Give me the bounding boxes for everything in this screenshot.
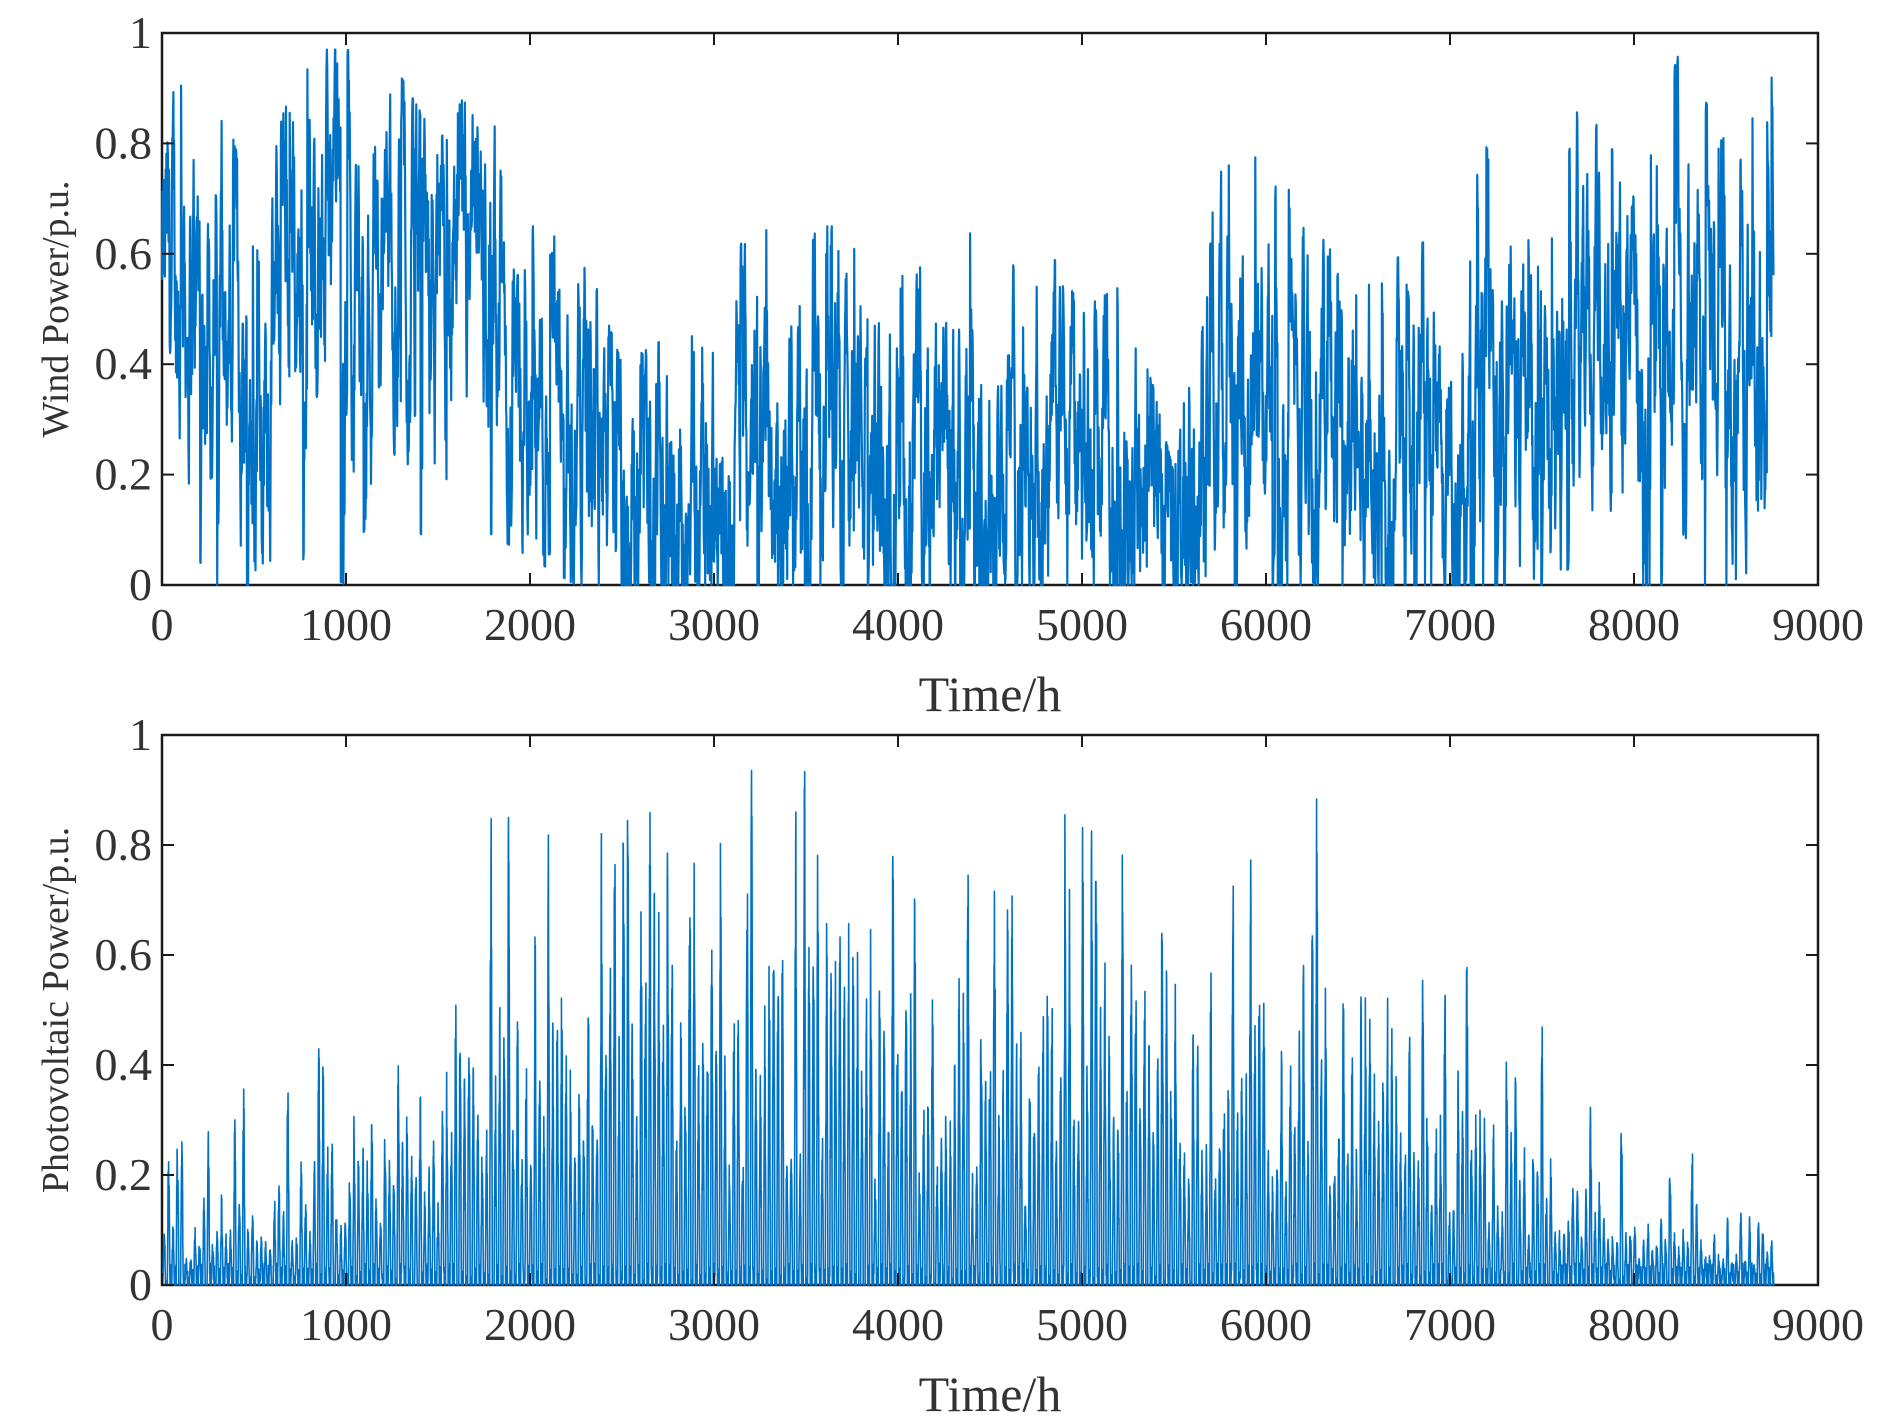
y-tick-label: 0.8 <box>95 117 153 168</box>
y-tick-label: 0 <box>129 1259 152 1310</box>
x-axis-title: Time/h <box>919 1366 1062 1422</box>
x-axis-title: Time/h <box>919 666 1062 722</box>
y-ticks: 0 0.2 0.4 0.6 0.8 1 <box>95 7 1818 610</box>
series-line <box>161 769 1775 1286</box>
series-line <box>160 48 1775 587</box>
x-tick-label: 9000 <box>1772 599 1864 650</box>
x-tick-label: 1000 <box>300 599 392 650</box>
photovoltaic-power-chart: 0 0.2 0.4 0.6 0.8 1 0 1000 2000 3000 4000 5000 6000… <box>35 709 1864 1422</box>
x-tick-label: 3000 <box>668 1299 760 1350</box>
y-tick-label: 0 <box>129 559 152 610</box>
wind-power-chart: 0 0.2 0.4 0.6 0.8 1 0 1000 2000 3000 4000 5000 6000… <box>35 7 1864 722</box>
x-tick-label: 2000 <box>484 599 576 650</box>
x-tick-label: 7000 <box>1404 599 1496 650</box>
x-tick-label: 3000 <box>668 599 760 650</box>
x-tick-label: 5000 <box>1036 1299 1128 1350</box>
wind-power-series <box>160 48 1775 587</box>
x-tick-label: 5000 <box>1036 599 1128 650</box>
y-tick-label: 0.6 <box>95 228 153 279</box>
x-tick-label: 4000 <box>852 599 944 650</box>
x-tick-label: 2000 <box>484 1299 576 1350</box>
x-tick-label: 0 <box>151 1299 174 1350</box>
y-axis-title: Wind Power/p.u. <box>35 180 77 437</box>
x-ticks: 0 1000 2000 3000 4000 5000 6000 7000 8000 9000 <box>151 735 1864 1350</box>
plot-area-frame <box>160 31 1820 587</box>
y-tick-label: 0.2 <box>95 449 153 500</box>
y-tick-label: 0.4 <box>95 338 153 389</box>
y-ticks: 0 0.2 0.4 0.6 0.8 1 <box>95 709 1818 1310</box>
x-tick-label: 9000 <box>1772 1299 1864 1350</box>
y-tick-label: 0.6 <box>95 929 153 980</box>
y-tick-label: 0.4 <box>95 1039 153 1090</box>
x-tick-label: 6000 <box>1220 599 1312 650</box>
photovoltaic-power-series <box>161 769 1775 1286</box>
x-ticks: 0 1000 2000 3000 4000 5000 6000 7000 8000 9000 <box>151 33 1864 650</box>
y-tick-label: 1 <box>129 7 152 58</box>
plot-area-frame <box>160 733 1820 1287</box>
x-tick-label: 0 <box>151 599 174 650</box>
y-axis-title: Photovoltaic Power/p.u. <box>35 827 77 1193</box>
y-tick-label: 0.2 <box>95 1149 153 1200</box>
x-tick-label: 1000 <box>300 1299 392 1350</box>
x-tick-label: 8000 <box>1588 1299 1680 1350</box>
y-tick-label: 1 <box>129 709 152 760</box>
x-tick-label: 6000 <box>1220 1299 1312 1350</box>
x-tick-label: 4000 <box>852 1299 944 1350</box>
x-tick-label: 8000 <box>1588 599 1680 650</box>
y-tick-label: 0.8 <box>95 819 153 870</box>
x-tick-label: 7000 <box>1404 1299 1496 1350</box>
